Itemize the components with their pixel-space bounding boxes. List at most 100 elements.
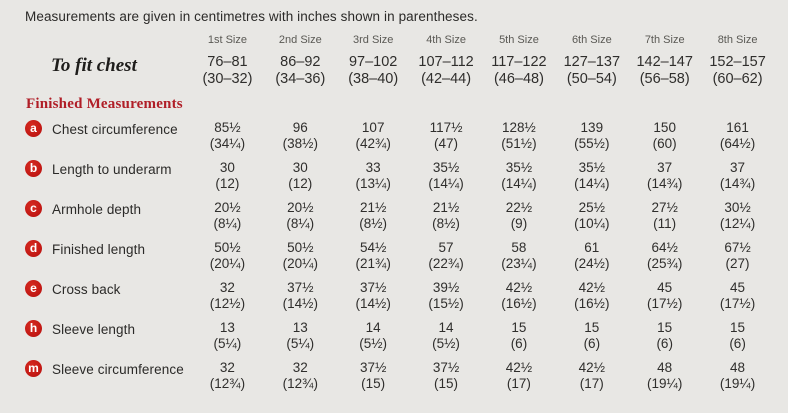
measurement-value-cell: 35½ (14¼) bbox=[555, 160, 628, 200]
to-fit-value-cell: 107–112 (42–44) bbox=[410, 54, 483, 93]
to-fit-value-cell: 127–137 (50–54) bbox=[555, 54, 628, 93]
value-cm: 50½ bbox=[287, 240, 314, 255]
value-cm: 96 bbox=[292, 120, 308, 135]
size-column-header: 7th Size bbox=[644, 34, 685, 46]
value-inches: (11) bbox=[653, 216, 677, 231]
value-inches: (42–44) bbox=[421, 71, 472, 87]
measurement-value-cell: 107 (42¾) bbox=[337, 120, 410, 160]
measurement-value-cell: 37 (14¾) bbox=[628, 160, 701, 200]
value-cm: 45 bbox=[657, 280, 673, 295]
measurement-row-label: e Cross back bbox=[25, 280, 191, 297]
value-cm: 15 bbox=[657, 320, 673, 335]
value-inches: (12½) bbox=[209, 296, 246, 311]
value-inches: (46–48) bbox=[493, 71, 544, 87]
value-cm: 32 bbox=[292, 360, 308, 375]
finished-measurements-heading: Finished Measurements bbox=[26, 96, 183, 112]
value-cm: 150 bbox=[653, 120, 676, 135]
measurement-value-cell: 25½ (10¼) bbox=[555, 200, 628, 240]
measurement-name: Armhole depth bbox=[52, 202, 142, 217]
measurement-value-cell: 42½ (17) bbox=[555, 360, 628, 400]
value-cm: 30 bbox=[292, 160, 308, 175]
value-inches: (17) bbox=[579, 376, 604, 391]
measurement-value-cell: 37½ (15) bbox=[410, 360, 483, 400]
measurement-value-cell: 45 (17½) bbox=[628, 280, 701, 320]
value-inches: (12) bbox=[215, 176, 240, 191]
size-column-header: 8th Size bbox=[717, 34, 758, 46]
measurement-value-cell: 32 (12½) bbox=[191, 280, 264, 320]
value-cm: 14 bbox=[365, 320, 381, 335]
value-cm: 33 bbox=[365, 160, 381, 175]
value-cm: 30 bbox=[219, 160, 235, 175]
value-inches: (5½) bbox=[432, 336, 460, 351]
value-inches: (5½) bbox=[359, 336, 388, 351]
value-inches: (5¼) bbox=[213, 336, 242, 351]
value-inches: (10¼) bbox=[574, 216, 610, 231]
value-cm: 37½ bbox=[432, 360, 460, 375]
value-cm: 67½ bbox=[724, 240, 751, 255]
value-inches: (15½) bbox=[428, 296, 464, 311]
value-inches: (19¼) bbox=[719, 376, 756, 391]
value-inches: (17) bbox=[506, 376, 531, 391]
value-inches: (12¾) bbox=[282, 376, 318, 391]
value-inches: (20¼) bbox=[209, 256, 246, 271]
value-cm: 37½ bbox=[287, 280, 314, 295]
measurement-row-label: a Chest circumference bbox=[25, 120, 191, 137]
value-inches: (50–54) bbox=[566, 71, 617, 87]
measurement-value-cell: 161 (64½) bbox=[701, 120, 774, 160]
value-inches: (38½) bbox=[282, 136, 318, 151]
measurement-value-cell: 37 (14¾) bbox=[701, 160, 774, 200]
measurement-value-cell: 30 (12) bbox=[191, 160, 264, 200]
value-cm: 142–147 bbox=[636, 54, 693, 70]
value-cm: 61 bbox=[584, 240, 600, 255]
measurement-value-cell: 21½ (8½) bbox=[337, 200, 410, 240]
letter-badge-a: a bbox=[25, 120, 42, 137]
measurement-value-cell: 61 (24½) bbox=[555, 240, 628, 280]
value-inches: (24½) bbox=[574, 256, 610, 271]
value-cm: 30½ bbox=[724, 200, 751, 215]
measurement-value-cell: 64½ (25¾) bbox=[628, 240, 701, 280]
value-inches: (20¼) bbox=[282, 256, 318, 271]
value-inches: (12¼) bbox=[719, 216, 756, 231]
value-cm: 42½ bbox=[505, 360, 533, 375]
measurement-value-cell: 48 (19¼) bbox=[701, 360, 774, 400]
measurement-value-cell: 42½ (16½) bbox=[555, 280, 628, 320]
value-cm: 37½ bbox=[360, 280, 387, 295]
value-inches: (51½) bbox=[501, 136, 537, 151]
value-inches: (47) bbox=[434, 136, 459, 151]
value-cm: 15 bbox=[584, 320, 600, 335]
value-inches: (34–36) bbox=[275, 71, 326, 87]
to-fit-value-cell: 152–157 (60–62) bbox=[701, 54, 774, 93]
value-inches: (17½) bbox=[647, 296, 683, 311]
value-cm: 107–112 bbox=[418, 54, 474, 70]
letter-badge-d: d bbox=[25, 240, 42, 257]
letter-badge-e: e bbox=[25, 280, 42, 297]
value-inches: (16½) bbox=[574, 296, 610, 311]
measurement-value-cell: 150 (60) bbox=[628, 120, 701, 160]
measurement-value-cell: 54½ (21¾) bbox=[337, 240, 410, 280]
value-inches: (13¼) bbox=[355, 176, 391, 191]
measurement-value-cell: 15 (6) bbox=[555, 320, 628, 360]
value-cm: 107 bbox=[361, 120, 385, 135]
value-cm: 57 bbox=[438, 240, 454, 255]
to-fit-value-cell: 117–122 (46–48) bbox=[483, 54, 556, 93]
value-inches: (27) bbox=[725, 256, 750, 271]
value-cm: 64½ bbox=[651, 240, 678, 255]
measurement-value-cell: 139 (55½) bbox=[555, 120, 628, 160]
value-cm: 15 bbox=[730, 320, 746, 335]
value-inches: (14¾) bbox=[719, 176, 756, 191]
measurement-value-cell: 67½ (27) bbox=[701, 240, 774, 280]
value-inches: (8½) bbox=[359, 216, 388, 231]
value-cm: 35½ bbox=[505, 160, 533, 175]
size-column-header: 6th Size bbox=[571, 34, 612, 46]
value-inches: (14¼) bbox=[574, 176, 610, 191]
letter-badge-c: c bbox=[25, 200, 42, 217]
value-cm: 45 bbox=[730, 280, 746, 295]
value-inches: (42¾) bbox=[355, 136, 391, 151]
measurement-value-cell: 20½ (8¼) bbox=[264, 200, 337, 240]
measurement-value-cell: 37½ (14½) bbox=[264, 280, 337, 320]
value-inches: (12¾) bbox=[209, 376, 246, 391]
table-corner-spacer bbox=[25, 28, 191, 29]
value-cm: 42½ bbox=[578, 360, 605, 375]
value-inches: (19¼) bbox=[647, 376, 683, 391]
value-cm: 13 bbox=[219, 320, 235, 335]
